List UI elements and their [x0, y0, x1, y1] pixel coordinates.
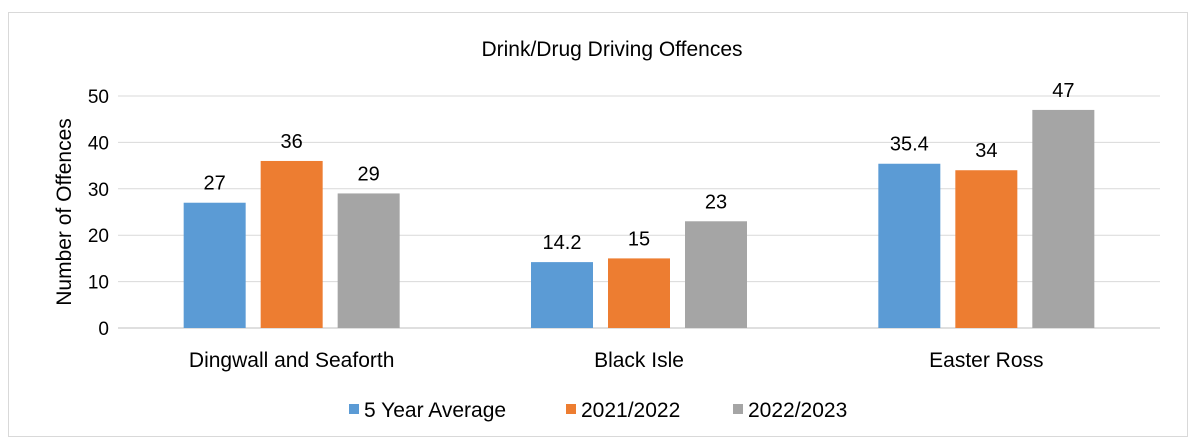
x-category-label: Easter Ross: [929, 349, 1043, 372]
y-axis-ticks: 0 10 20 30 40 50: [88, 87, 109, 340]
bar: [685, 221, 747, 328]
y-tick-label: 50: [88, 87, 109, 108]
data-label: 29: [358, 163, 380, 185]
legend-swatch: [349, 404, 359, 414]
data-label: 14.2: [543, 232, 582, 254]
legend-label: 2022/2023: [748, 399, 847, 422]
x-axis-categories: Dingwall and Seaforth Black Isle Easter Ro…: [189, 349, 1044, 372]
data-label: 47: [1052, 80, 1074, 102]
bar: [955, 170, 1018, 328]
data-label: 35.4: [890, 134, 929, 156]
y-tick-label: 40: [88, 133, 109, 154]
legend-swatch: [566, 404, 576, 414]
y-tick-label: 20: [88, 226, 109, 247]
legend-label: 5 Year Average: [364, 399, 506, 422]
legend-swatch: [733, 404, 743, 414]
bar: [608, 258, 670, 328]
data-label: 27: [204, 173, 226, 195]
legend-label: 2021/2022: [581, 399, 680, 422]
data-label: 34: [975, 140, 997, 162]
y-tick-label: 30: [88, 180, 109, 201]
legend: 5 Year Average 2021/2022 2022/2023: [349, 399, 847, 422]
bar: [337, 193, 400, 328]
bar: [183, 202, 246, 328]
bar: [260, 160, 323, 328]
y-tick-label: 0: [98, 319, 109, 340]
y-axis-title: Number of Offences: [53, 118, 76, 306]
x-category-label: Dingwall and Seaforth: [189, 349, 394, 372]
chart-title: Drink/Drug Driving Offences: [481, 38, 742, 61]
data-label: 23: [705, 191, 727, 213]
bar: [1032, 109, 1095, 328]
data-labels: 27 36 29 14.2 15 23 35.4 34 47: [204, 80, 1075, 254]
x-category-label: Black Isle: [594, 349, 684, 372]
bars: [183, 109, 1095, 328]
bar: [531, 262, 593, 328]
data-label: 15: [628, 228, 650, 250]
y-tick-label: 10: [88, 273, 109, 294]
data-label: 36: [281, 131, 303, 153]
bar: [878, 163, 941, 328]
